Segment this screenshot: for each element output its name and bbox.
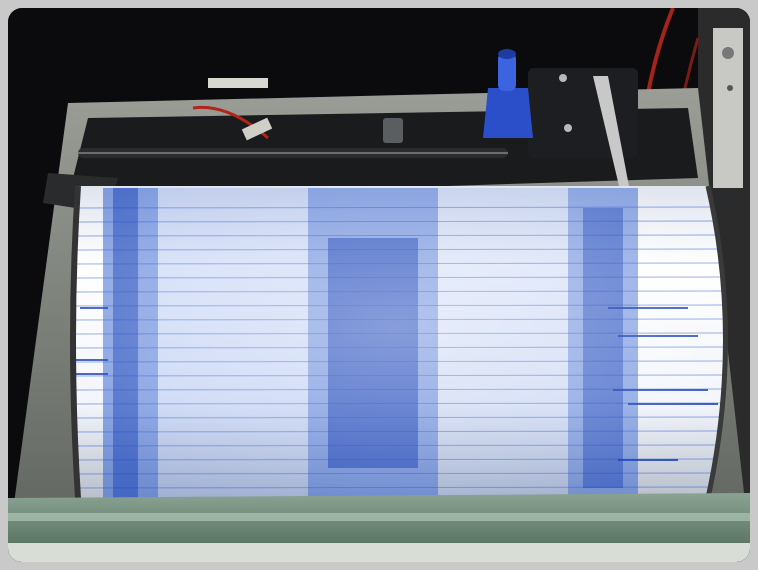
seismograph-illustration xyxy=(8,8,750,562)
drum-right-edge xyxy=(705,185,728,499)
knob-icon xyxy=(722,47,734,59)
bolt xyxy=(383,118,403,143)
ink-bottle xyxy=(483,88,533,138)
base-ledge xyxy=(8,543,750,562)
clip xyxy=(208,78,268,88)
seismograph-photo xyxy=(8,8,750,562)
connector xyxy=(241,117,273,141)
drum-left-edge xyxy=(70,185,81,499)
seismic-traces xyxy=(73,186,726,498)
seismogram-drum xyxy=(70,185,728,499)
screw-icon xyxy=(727,85,733,91)
ink-bottle-neck xyxy=(498,53,516,91)
recorder-head xyxy=(528,68,638,158)
